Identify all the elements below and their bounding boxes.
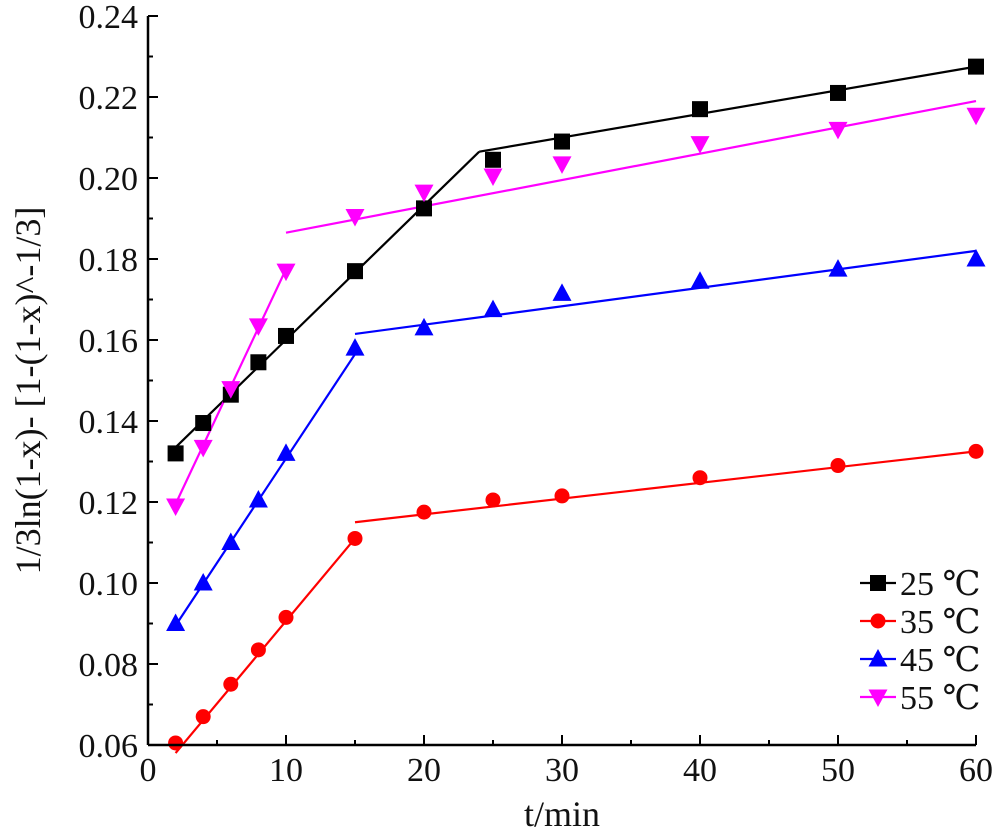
data-point-series-2 [483,299,503,318]
data-point-series-0 [968,58,984,75]
y-tick-label: 0.18 [79,242,139,279]
y-tick-label: 0.20 [79,161,139,198]
y-tick-label: 0.08 [79,647,139,684]
data-point-series-1 [968,443,984,459]
x-tick-label: 0 [140,752,157,789]
data-point-series-2 [345,338,365,356]
y-tick-label: 0.12 [79,485,139,522]
data-point-series-1 [347,530,363,546]
y-tick-label: 0.22 [79,80,139,117]
data-point-series-1 [692,470,708,486]
data-point-series-2 [690,271,710,289]
fit-line-series-3 [285,99,977,234]
data-point-series-0 [554,133,570,150]
legend: 25 ℃35 ℃45 ℃55 ℃ [860,566,981,717]
data-point-series-0 [278,327,294,344]
data-points [166,58,986,751]
x-tick-label: 40 [683,752,717,789]
data-point-series-1 [485,492,501,508]
x-tick-label: 60 [959,752,993,789]
y-tick-label: 0.14 [79,404,139,441]
data-point-series-0 [692,101,708,118]
data-point-series-1 [416,504,432,520]
data-point-series-3 [221,381,241,399]
x-tick-label: 50 [821,752,855,789]
fit-line-series-1 [354,450,977,524]
data-point-series-3 [966,107,986,126]
data-point-series-3 [690,136,710,154]
x-tick-label: 30 [545,752,579,789]
x-axis-title: t/min [524,794,600,833]
data-point-series-3 [166,498,186,517]
data-point-series-3 [248,318,268,336]
data-point-series-2 [221,532,241,550]
ticks: 0 10 20 30 40 50 60 0.06 0.08 0.10 0.12 0.14 0.16 0.1… [79,0,994,789]
data-point-series-2 [828,259,848,277]
data-point-series-2 [552,283,572,301]
data-point-series-0 [250,354,267,371]
fit-line-series-0 [479,65,977,153]
legend-label: 55 ℃ [900,680,981,717]
data-point-series-3 [828,121,848,140]
y-tick-label: 0.16 [79,323,139,360]
data-point-series-1 [278,609,294,625]
data-point-series-2 [248,489,268,508]
data-point-series-0 [195,415,212,432]
data-point-series-0 [830,84,846,101]
data-point-series-0 [416,200,432,217]
legend-label: 45 ℃ [900,642,981,679]
data-point-series-1 [195,709,211,725]
data-point-series-3 [414,184,434,203]
data-point-series-0 [347,263,363,280]
data-point-series-1 [168,735,184,751]
data-point-series-1 [554,488,570,504]
data-point-series-3 [193,439,213,458]
data-point-series-1 [223,676,239,692]
legend-label: 25 ℃ [900,566,981,603]
legend-marker [868,689,888,707]
data-point-series-1 [830,458,846,474]
data-point-series-3 [276,263,296,282]
fit-lines [174,65,977,754]
data-point-series-0 [485,151,501,168]
data-point-series-2 [166,613,186,631]
legend-marker [870,575,886,591]
data-point-series-2 [276,443,296,461]
data-point-series-3 [483,168,503,186]
data-point-series-1 [250,642,266,658]
data-point-series-2 [966,249,986,267]
data-point-series-3 [345,208,365,227]
y-tick-label: 0.10 [79,566,139,603]
data-point-series-2 [193,573,213,591]
fit-line-series-0 [174,150,480,449]
legend-marker [868,649,888,667]
legend-marker [870,613,886,629]
y-tick-label: 0.06 [79,728,139,765]
data-point-series-3 [552,156,572,174]
y-tick-label: 0.24 [79,0,139,36]
fit-line-series-2 [354,249,977,336]
x-tick-label: 10 [269,752,303,789]
y-axis-title: 1/3ln(1-x)- [1-(1-x)^-1/3] [8,207,48,575]
data-point-series-2 [414,317,434,336]
legend-label: 35 ℃ [900,604,981,641]
data-point-series-0 [167,445,184,462]
x-tick-label: 20 [407,752,441,789]
